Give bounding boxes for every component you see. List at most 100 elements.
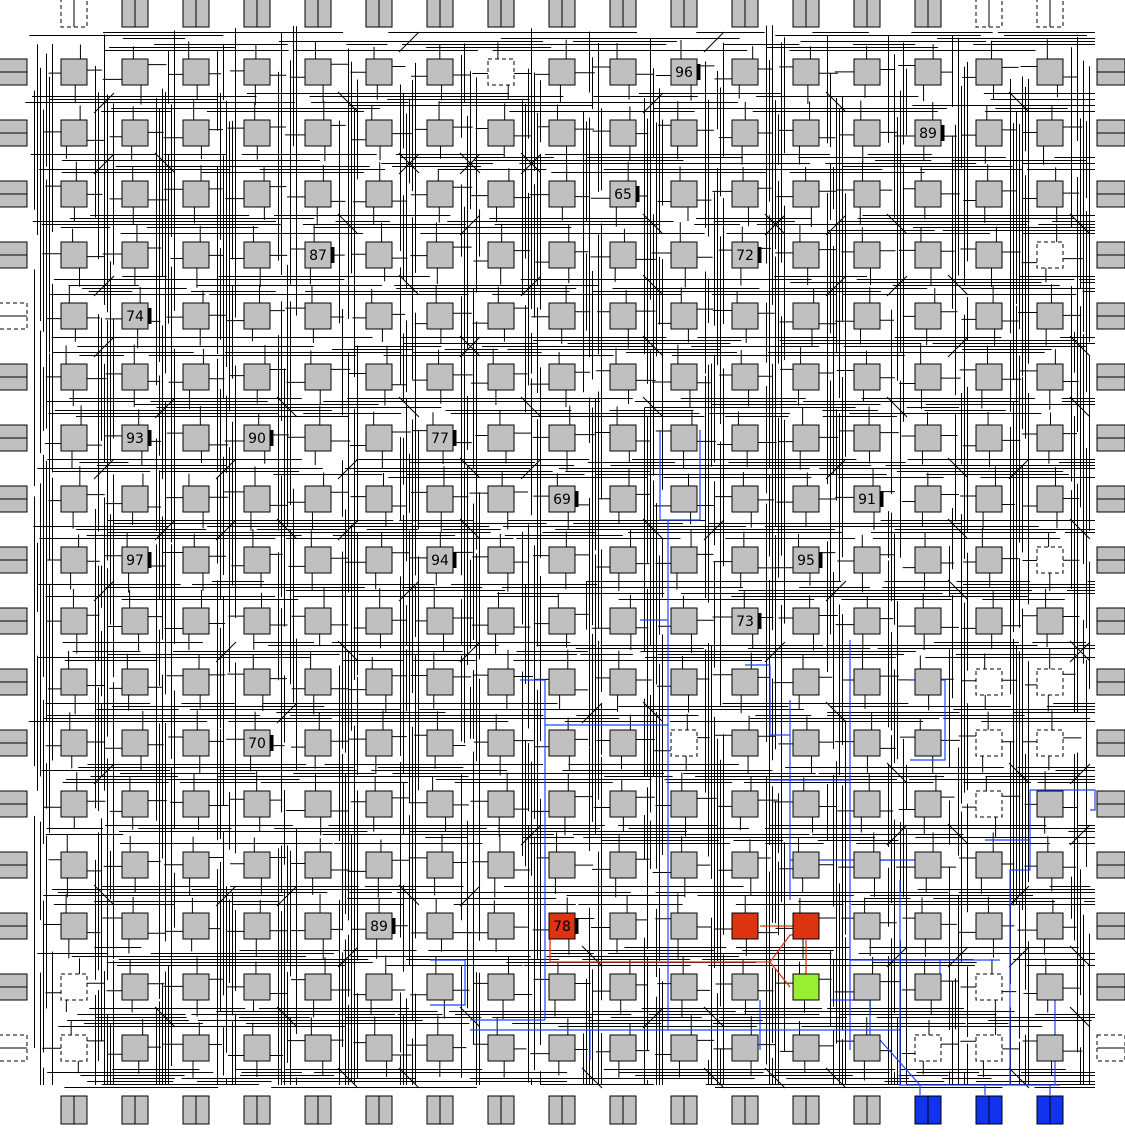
block-label: 70	[248, 736, 266, 752]
logic-block	[243, 119, 271, 147]
logic-block	[121, 1034, 149, 1062]
logic-block	[487, 607, 515, 635]
logic-block	[548, 241, 576, 269]
logic-block	[853, 1034, 881, 1062]
logic-block	[426, 58, 454, 86]
logic-block	[121, 363, 149, 391]
logic-block	[609, 729, 637, 757]
logic-block	[609, 363, 637, 391]
logic-block	[975, 424, 1003, 452]
logic-block	[243, 302, 271, 330]
logic-block	[243, 363, 271, 391]
logic-block	[609, 546, 637, 574]
logic-block	[121, 912, 149, 940]
logic-block	[60, 790, 88, 818]
logic-block	[182, 485, 210, 513]
logic-block	[304, 912, 332, 940]
logic-block	[853, 302, 881, 330]
block-label: 69	[553, 492, 571, 508]
logic-block	[914, 1034, 942, 1062]
logic-block	[182, 241, 210, 269]
logic-block	[792, 912, 820, 940]
logic-block	[60, 546, 88, 574]
logic-block	[914, 912, 942, 940]
logic-block	[365, 851, 393, 879]
logic-block	[487, 363, 515, 391]
logic-block	[487, 302, 515, 330]
labelled-block	[792, 546, 820, 574]
logic-block	[853, 607, 881, 635]
labelled-block	[304, 241, 332, 269]
logic-block	[426, 851, 454, 879]
logic-block	[365, 546, 393, 574]
block-label: 96	[675, 65, 693, 81]
logic-block	[1036, 180, 1064, 208]
logic-block	[731, 424, 759, 452]
labelled-block	[365, 912, 393, 940]
logic-block	[914, 180, 942, 208]
logic-block	[792, 790, 820, 818]
logic-block	[548, 546, 576, 574]
logic-block	[609, 58, 637, 86]
logic-block	[1036, 546, 1064, 574]
logic-block	[914, 424, 942, 452]
logic-block	[670, 973, 698, 1001]
logic-block	[243, 180, 271, 208]
logic-block	[670, 607, 698, 635]
logic-block	[60, 241, 88, 269]
logic-block	[1036, 363, 1064, 391]
logic-block	[243, 790, 271, 818]
block-label: 78	[553, 919, 571, 935]
logic-block	[548, 302, 576, 330]
logic-block	[731, 180, 759, 208]
logic-block	[243, 241, 271, 269]
logic-block	[426, 973, 454, 1001]
logic-block	[792, 485, 820, 513]
logic-block	[60, 58, 88, 86]
logic-block	[487, 424, 515, 452]
logic-block	[60, 668, 88, 696]
logic-block	[243, 851, 271, 879]
logic-block	[487, 58, 515, 86]
labelled-block	[243, 729, 271, 757]
block-label: 89	[919, 126, 937, 142]
logic-block	[609, 302, 637, 330]
logic-block	[914, 729, 942, 757]
logic-block	[792, 119, 820, 147]
logic-block	[426, 241, 454, 269]
logic-block	[365, 302, 393, 330]
logic-block	[365, 790, 393, 818]
logic-block	[792, 668, 820, 696]
logic-block	[609, 485, 637, 513]
logic-block	[975, 180, 1003, 208]
logic-block	[975, 973, 1003, 1001]
logic-block	[60, 973, 88, 1001]
logic-block	[365, 119, 393, 147]
block-label: 91	[858, 492, 876, 508]
logic-block	[609, 241, 637, 269]
logic-block	[182, 851, 210, 879]
logic-block	[365, 668, 393, 696]
logic-block	[853, 363, 881, 391]
logic-block	[487, 485, 515, 513]
logic-block	[609, 424, 637, 452]
logic-block	[1036, 607, 1064, 635]
logic-block	[914, 58, 942, 86]
logic-block	[609, 607, 637, 635]
logic-block	[1036, 973, 1064, 1001]
labelled-block	[914, 119, 942, 147]
logic-block	[182, 973, 210, 1001]
logic-block	[792, 241, 820, 269]
logic-block	[487, 790, 515, 818]
logic-block	[487, 119, 515, 147]
logic-block	[853, 973, 881, 1001]
logic-block	[487, 1034, 515, 1062]
logic-block	[243, 485, 271, 513]
logic-block	[853, 912, 881, 940]
block-label: 97	[126, 553, 144, 569]
logic-block	[182, 363, 210, 391]
logic-block	[1036, 424, 1064, 452]
logic-block	[731, 790, 759, 818]
logic-block	[853, 546, 881, 574]
block-label: 94	[431, 553, 449, 569]
